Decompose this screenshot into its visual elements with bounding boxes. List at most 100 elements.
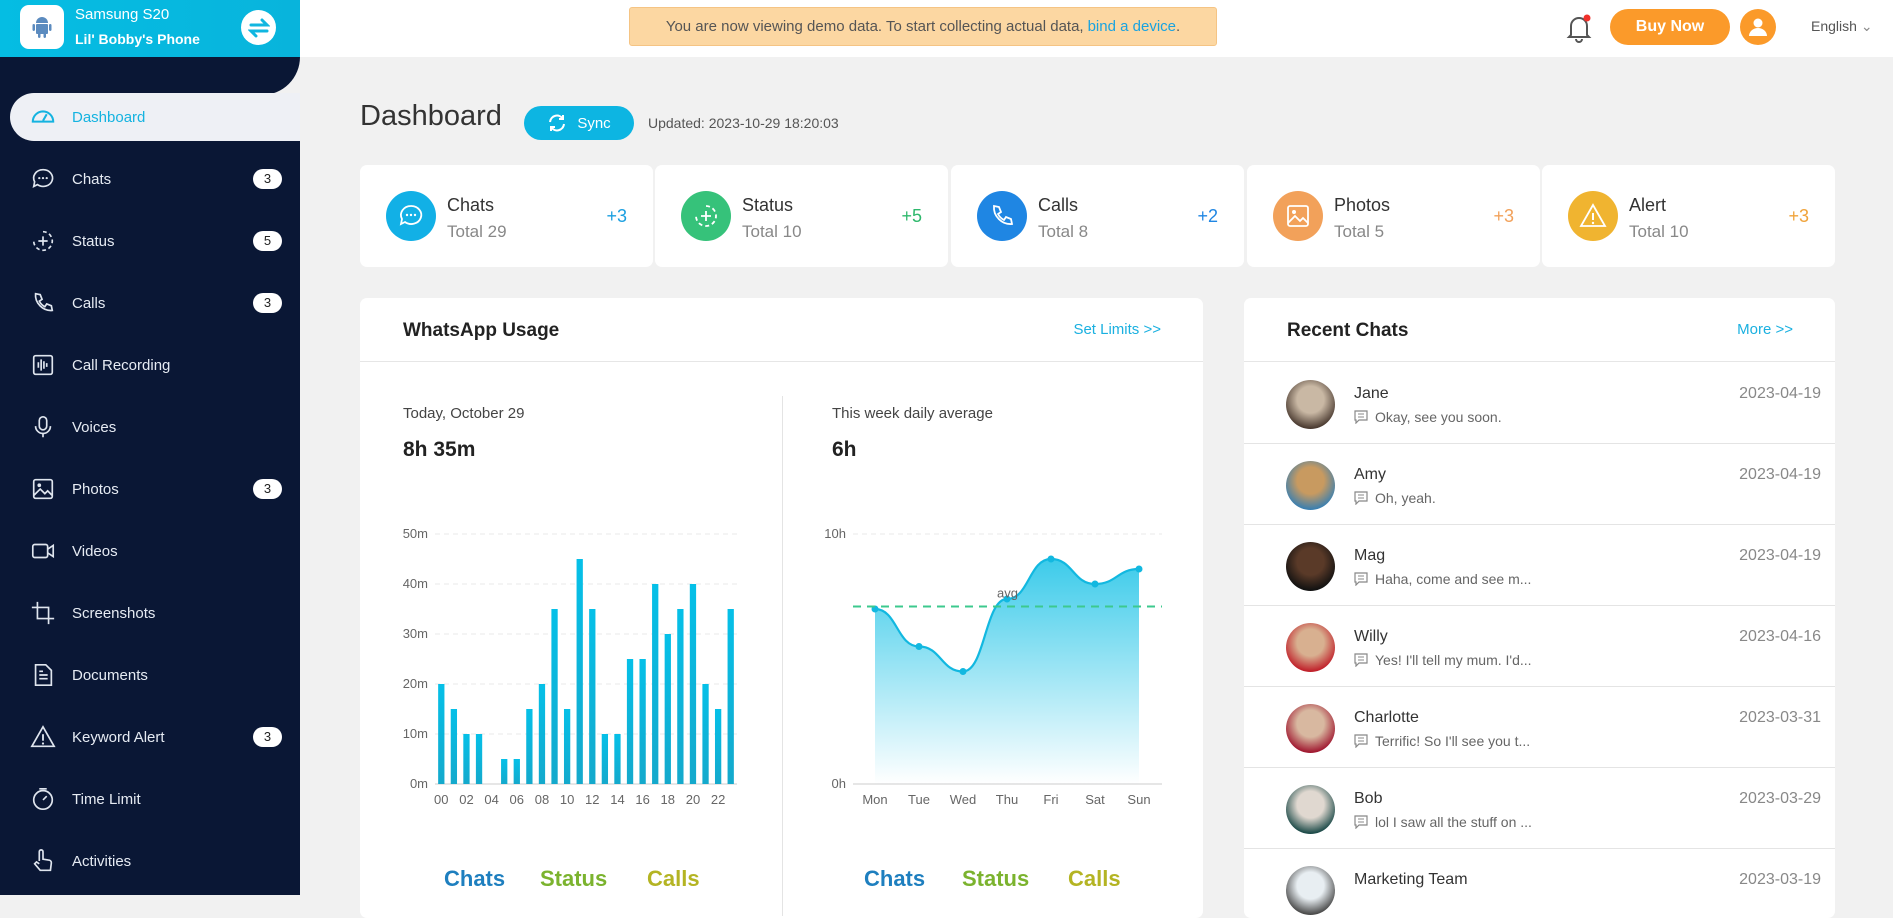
language-select[interactable]: English ⌄ <box>1811 18 1873 35</box>
waveform-icon <box>29 351 57 379</box>
stat-card-photos[interactable]: Photos Total 5 +3 <box>1247 165 1540 267</box>
bar-08 <box>538 684 546 784</box>
last-message: Yes! I'll tell my mum. I'd... <box>1375 652 1532 668</box>
chat-date: 2023-04-19 <box>1739 466 1821 483</box>
count-badge: 3 <box>253 727 282 747</box>
last-message: Okay, see you soon. <box>1375 409 1502 425</box>
android-icon <box>20 5 64 49</box>
bar-19 <box>677 609 684 784</box>
sidebar-item-voices[interactable]: Voices <box>0 403 300 451</box>
bar-17 <box>652 584 659 784</box>
contact-name: Amy <box>1354 466 1386 483</box>
message-icon <box>1354 815 1368 829</box>
stat-card-status[interactable]: Status Total 10 +5 <box>655 165 948 267</box>
bar-23 <box>727 609 734 784</box>
avatar <box>1286 623 1335 672</box>
legend-chats[interactable]: Chats <box>444 866 506 891</box>
user-avatar-icon[interactable] <box>1740 9 1776 45</box>
switch-device-icon[interactable] <box>241 10 276 45</box>
bind-device-link[interactable]: bind a device <box>1087 18 1176 35</box>
chat-list-item[interactable]: Marketing Team 2023-03-19 <box>1244 849 1835 918</box>
sidebar-item-status[interactable]: Status 5 <box>0 217 300 265</box>
bar-10 <box>563 709 571 784</box>
microphone-icon <box>29 413 57 441</box>
sidebar-item-videos[interactable]: Videos <box>0 527 300 575</box>
stat-card-calls[interactable]: Calls Total 8 +2 <box>951 165 1244 267</box>
chat-list-item[interactable]: Charlotte Terrific! So I'll see you t... 2… <box>1244 687 1835 768</box>
x-tick-label: 06 <box>510 792 524 807</box>
stat-label: Alert <box>1629 195 1667 215</box>
bar-12 <box>589 609 596 784</box>
chat-date: 2023-04-16 <box>1739 628 1821 645</box>
sidebar-item-time-limit[interactable]: Time Limit <box>0 775 300 823</box>
stat-card-chats[interactable]: Chats Total 29 +3 <box>360 165 653 267</box>
x-tick-label: 00 <box>434 792 448 807</box>
device-header: Samsung S20 Lil' Bobby's Phone <box>0 0 300 57</box>
refresh-icon <box>549 114 566 132</box>
sync-button[interactable]: Sync <box>524 106 634 140</box>
stat-increase: +2 <box>1197 206 1218 226</box>
chat-list-item[interactable]: Bob lol I saw all the stuff on ... 2023-03… <box>1244 768 1835 849</box>
stat-label: Chats <box>447 195 495 215</box>
chat-list-item[interactable]: Amy Oh, yeah. 2023-04-19 <box>1244 444 1835 525</box>
stat-card-alert[interactable]: Alert Total 10 +3 <box>1542 165 1835 267</box>
phone-icon <box>977 191 1027 241</box>
sidebar-item-label: Videos <box>72 542 118 560</box>
buy-now-button[interactable]: Buy Now <box>1610 9 1730 45</box>
hand-icon <box>29 847 57 875</box>
chat-list-item[interactable]: Willy Yes! I'll tell my mum. I'd... 2023-0… <box>1244 606 1835 687</box>
x-tick-label: 16 <box>635 792 649 807</box>
chat-icon <box>29 165 57 193</box>
message-icon <box>1354 491 1368 505</box>
chat-list-item[interactable]: Jane Okay, see you soon. 2023-04-19 <box>1244 363 1835 444</box>
point-Sat <box>1091 580 1099 588</box>
sidebar-item-dashboard[interactable]: Dashboard <box>10 93 300 141</box>
sidebar-item-documents[interactable]: Documents <box>0 651 300 699</box>
sidebar-item-label: Photos <box>72 480 119 498</box>
timer-icon <box>29 785 57 813</box>
x-tick-label: Sat <box>1085 792 1105 807</box>
legend-calls[interactable]: Calls <box>647 866 700 891</box>
legend-calls-week[interactable]: Calls <box>1068 866 1121 891</box>
contact-name: Charlotte <box>1354 709 1419 726</box>
alert-icon <box>29 723 57 751</box>
sidebar-item-screenshots[interactable]: Screenshots <box>0 589 300 637</box>
sidebar-item-call-recording[interactable]: Call Recording <box>0 341 300 389</box>
phone-icon <box>29 289 57 317</box>
notification-bell-icon[interactable] <box>1566 13 1592 48</box>
bar-09 <box>551 609 558 784</box>
chat-date: 2023-03-19 <box>1739 871 1821 888</box>
chat-list-item[interactable]: Mag Haha, come and see m... 2023-04-19 <box>1244 525 1835 606</box>
stat-label: Calls <box>1038 195 1079 215</box>
stat-increase: +3 <box>1493 206 1514 226</box>
message-icon <box>1354 410 1368 424</box>
sidebar-item-activities[interactable]: Activities <box>0 837 300 885</box>
point-Wed <box>959 668 967 675</box>
sidebar-item-keyword-alert[interactable]: Keyword Alert 3 <box>0 713 300 761</box>
sidebar-item-photos[interactable]: Photos 3 <box>0 465 300 513</box>
legend-chats-week[interactable]: Chats <box>864 866 926 891</box>
set-limits-link[interactable]: Set Limits >> <box>1073 321 1161 338</box>
legend-status[interactable]: Status <box>540 866 608 891</box>
device-model: Samsung S20 <box>75 6 170 23</box>
point-Tue <box>915 643 923 650</box>
sidebar-item-label: Voices <box>72 418 117 436</box>
sidebar-item-calls[interactable]: Calls 3 <box>0 279 300 327</box>
last-message: Oh, yeah. <box>1375 490 1436 506</box>
legend-status-week[interactable]: Status <box>962 866 1030 891</box>
x-tick-label: 20 <box>686 792 700 807</box>
more-link[interactable]: More >> <box>1737 321 1793 338</box>
y-tick-label: 0m <box>410 776 428 791</box>
sidebar-item-chats[interactable]: Chats 3 <box>0 155 300 203</box>
contact-name: Mag <box>1354 547 1386 564</box>
bar-06 <box>513 759 520 784</box>
x-tick-label: Tue <box>908 792 930 807</box>
x-tick-label: 02 <box>459 792 473 807</box>
today-label: Today, October 29 <box>403 405 525 422</box>
bar-15 <box>626 659 634 784</box>
x-tick-label: Thu <box>996 792 1018 807</box>
point-Sun <box>1135 565 1143 573</box>
last-message: lol I saw all the stuff on ... <box>1375 814 1532 830</box>
gauge-icon <box>29 103 57 131</box>
banner-end: . <box>1176 18 1181 35</box>
